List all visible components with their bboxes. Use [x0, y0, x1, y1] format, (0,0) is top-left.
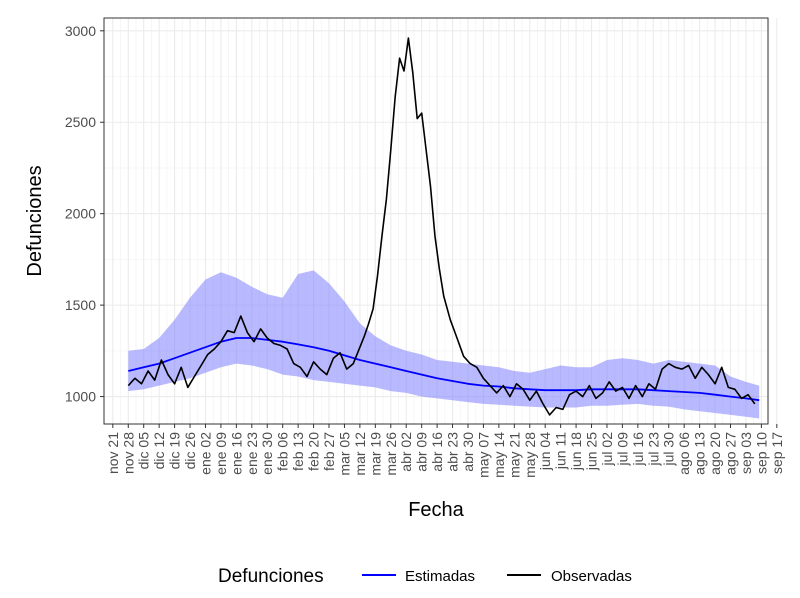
x-tick-label: ago 06: [676, 432, 692, 475]
x-tick-label: may 07: [475, 432, 491, 478]
x-tick-label: abr 16: [429, 432, 445, 472]
observadas-line: [127, 37, 756, 416]
x-tick-label: dic 05: [136, 432, 152, 470]
x-tick-label: abr 23: [445, 432, 461, 472]
x-tick-label: jul 02: [599, 432, 615, 467]
x-tick-label: ago 20: [707, 432, 723, 475]
y-tick-label: 2500: [65, 114, 96, 130]
x-tick-label: sep 03: [738, 432, 754, 474]
x-tick-label: ene 30: [259, 432, 275, 475]
estimadas-line: [128, 337, 760, 402]
y-axis-title: Defunciones: [24, 165, 46, 276]
x-axis-title: Fecha: [408, 499, 464, 521]
x-tick-label: feb 20: [306, 432, 322, 471]
x-tick-label: dic 12: [151, 432, 167, 470]
x-tick-label: may 28: [522, 432, 538, 478]
x-tick-label: dic 26: [182, 432, 198, 470]
x-tick-label: jun 18: [568, 432, 584, 471]
x-tick-label: abr 02: [398, 432, 414, 472]
y-tick-label: 1000: [65, 389, 96, 405]
x-tick-label: mar 12: [352, 432, 368, 476]
x-axis: nov 21 nov 28 dic 05 dic 12 dic 19 dic 26 ene …: [105, 424, 785, 478]
x-tick-label: jun 11: [553, 432, 569, 470]
legend-title: Defunciones: [218, 566, 324, 587]
series-lines: [127, 37, 760, 416]
plot-border: [103, 17, 769, 425]
x-tick-label: feb 13: [290, 432, 306, 471]
x-tick-label: jul 09: [614, 432, 630, 467]
y-tick-label: 1500: [65, 297, 96, 313]
x-tick-label: may 21: [506, 432, 522, 478]
x-tick-label: ene 23: [244, 432, 260, 475]
x-tick-label: feb 06: [275, 432, 291, 471]
x-tick-label: jul 16: [630, 432, 646, 467]
x-tick-label: jul 30: [661, 432, 677, 467]
x-tick-label: ago 13: [692, 432, 708, 475]
x-tick-label: jul 23: [645, 432, 661, 467]
confidence-band: [128, 270, 760, 419]
x-tick-label: jun 25: [584, 432, 600, 471]
x-tick-label: nov 28: [120, 432, 136, 474]
x-tick-label: sep 17: [769, 432, 785, 474]
legend-label-observadas: Observadas: [551, 568, 632, 585]
y-axis: 1000 1500 2000 2500 3000: [65, 23, 104, 405]
x-tick-label: abr 30: [460, 432, 476, 472]
legend-label-estimadas: Estimadas: [405, 568, 475, 585]
x-tick-label: mar 19: [367, 432, 383, 476]
x-tick-label: may 14: [491, 432, 507, 478]
x-tick-label: ene 02: [197, 432, 213, 475]
x-tick-label: nov 21: [105, 432, 121, 474]
x-tick-label: ene 16: [228, 432, 244, 475]
legend: Defunciones Estimadas Observadas: [218, 566, 632, 587]
estimadas-band: [128, 270, 760, 419]
x-tick-label: feb 27: [321, 432, 337, 471]
y-tick-label: 2000: [65, 206, 96, 222]
x-tick-label: jun 04: [537, 432, 553, 471]
x-tick-label: abr 09: [414, 432, 430, 472]
x-tick-label: dic 19: [167, 432, 183, 470]
x-tick-label: mar 26: [383, 432, 399, 476]
x-tick-label: mar 05: [336, 432, 352, 476]
y-tick-label: 3000: [65, 23, 96, 39]
x-tick-label: sep 10: [753, 432, 769, 474]
x-tick-label: ago 27: [722, 432, 738, 475]
x-tick-label: ene 09: [213, 432, 229, 475]
